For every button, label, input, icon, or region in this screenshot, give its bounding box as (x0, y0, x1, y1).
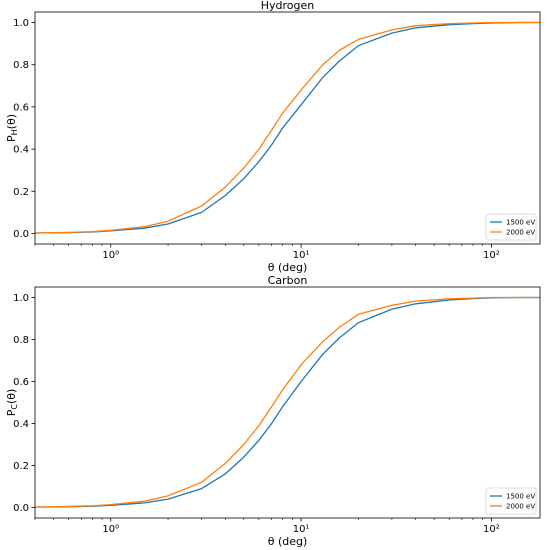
y-tick-label: 0.8 (13, 335, 29, 346)
chart-title: Hydrogen (261, 0, 315, 12)
legend-box (485, 213, 537, 241)
x-axis-label: θ (deg) (268, 261, 308, 274)
y-tick-label: 0.0 (13, 503, 29, 514)
legend: 1500 eV 2000 eV (485, 487, 537, 515)
y-tick-label: 0.4 (13, 145, 29, 156)
series-line-1500-ev (34, 21, 540, 234)
series-line-2000-ev (34, 21, 540, 234)
y-axis-label: PC(θ) (5, 389, 19, 417)
series-line-2000-ev (34, 296, 540, 508)
y-tick-label: 0.6 (13, 377, 29, 388)
x-tick-label: 10⁰ (102, 250, 119, 261)
legend-label: 2000 eV (506, 229, 535, 237)
legend-label: 1500 eV (506, 493, 535, 501)
series-line-1500-ev (34, 296, 540, 508)
legend-label: 2000 eV (506, 503, 535, 511)
y-tick-label: 1.0 (13, 293, 29, 304)
legend-box (485, 487, 537, 515)
chart-panel-1: Hydrogen 0.0 0.2 0.4 0.6 0.8 1.0 10⁰ 10¹ 10² θ (de… (5, 0, 541, 274)
legend: 1500 eV 2000 eV (485, 213, 537, 241)
y-tick-label: 1.0 (13, 18, 29, 29)
y-tick-label: 0.4 (13, 419, 29, 430)
y-tick-label: 0.6 (13, 102, 29, 113)
x-tick-label: 10⁰ (102, 524, 119, 535)
chart-title: Carbon (268, 274, 308, 287)
x-axis-label: θ (deg) (268, 535, 308, 548)
chart-panel-2: Carbon 0.0 0.2 0.4 0.6 0.8 1.0 10⁰ 10¹ 10² θ (deg)… (5, 274, 541, 548)
plot-area-frame (34, 286, 541, 519)
legend-label: 1500 eV (506, 219, 535, 227)
y-tick-label: 0.8 (13, 60, 29, 71)
x-tick-label: 10² (483, 250, 500, 261)
y-tick-label: 0.2 (13, 461, 29, 472)
x-tick-label: 10¹ (293, 524, 310, 535)
x-tick-label: 10¹ (293, 250, 310, 261)
y-tick-label: 0.2 (13, 187, 29, 198)
plot-area-frame (34, 11, 541, 245)
y-axis-label: PH(θ) (5, 114, 19, 142)
x-tick-label: 10² (483, 524, 500, 535)
y-tick-label: 0.0 (13, 229, 29, 240)
